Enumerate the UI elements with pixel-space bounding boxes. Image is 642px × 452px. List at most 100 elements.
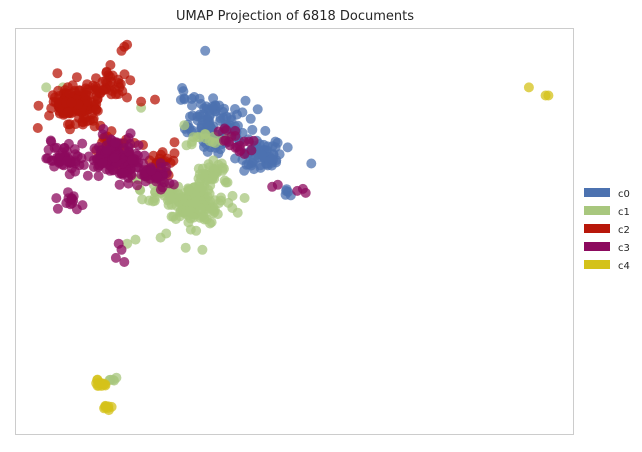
scatter-point-c2 bbox=[98, 84, 109, 95]
scatter-point-c3 bbox=[61, 156, 72, 166]
legend-item-c3: c3 bbox=[584, 242, 630, 254]
scatter-point-c3 bbox=[98, 124, 109, 134]
scatter-point-c0 bbox=[240, 95, 251, 106]
scatter-point-c3 bbox=[51, 142, 62, 153]
scatter-point-c0 bbox=[252, 104, 263, 115]
scatter-point-c3 bbox=[97, 158, 108, 169]
scatter-point-c2 bbox=[33, 100, 44, 111]
scatter-point-c1 bbox=[111, 372, 122, 383]
scatter-point-c1 bbox=[197, 244, 208, 255]
scatter-point-c2 bbox=[113, 74, 123, 85]
scatter-point-c2 bbox=[105, 60, 116, 70]
scatter-point-c4 bbox=[523, 82, 534, 93]
legend-item-c0: c0 bbox=[584, 188, 630, 200]
scatter-point-c1 bbox=[190, 197, 201, 208]
scatter-point-c3 bbox=[43, 144, 54, 155]
legend-swatch-c3 bbox=[584, 242, 610, 251]
points-layer bbox=[32, 39, 554, 416]
scatter-point-c0 bbox=[270, 136, 281, 147]
chart-title: UMAP Projection of 6818 Documents bbox=[176, 9, 414, 24]
scatter-point-c0 bbox=[245, 113, 256, 124]
scatter-point-c1 bbox=[216, 192, 226, 203]
legend-swatch-c0 bbox=[584, 188, 610, 197]
scatter-point-c1 bbox=[166, 211, 177, 222]
scatter-point-c1 bbox=[207, 137, 218, 147]
scatter-point-c2 bbox=[122, 92, 132, 103]
scatter-point-c3 bbox=[133, 140, 144, 151]
scatter-point-c1 bbox=[199, 212, 210, 223]
legend-label-c1: c1 bbox=[618, 207, 630, 218]
legend-label-c3: c3 bbox=[618, 243, 630, 254]
scatter-point-c2 bbox=[168, 155, 179, 166]
scatter-point-c3 bbox=[155, 184, 166, 195]
series-c3 bbox=[41, 123, 311, 267]
scatter-point-c4 bbox=[543, 90, 554, 101]
scatter-point-c3 bbox=[272, 179, 283, 190]
scatter-point-c3 bbox=[125, 139, 136, 149]
scatter-point-c3 bbox=[108, 165, 118, 176]
scatter-point-c0 bbox=[282, 142, 293, 153]
scatter-point-c2 bbox=[125, 75, 136, 86]
scatter-point-c0 bbox=[178, 86, 189, 97]
scatter-point-c0 bbox=[185, 111, 195, 122]
legend-swatch-c2 bbox=[584, 224, 610, 233]
scatter-point-c0 bbox=[268, 149, 279, 160]
scatter-point-c3 bbox=[51, 193, 62, 204]
scatter-point-c3 bbox=[132, 180, 143, 191]
scatter-point-c1 bbox=[181, 140, 192, 151]
scatter-point-c1 bbox=[149, 195, 160, 206]
scatter-point-c2 bbox=[62, 107, 73, 118]
scatter-point-c3 bbox=[54, 150, 65, 161]
legend-label-c2: c2 bbox=[618, 225, 630, 236]
scatter-point-c2 bbox=[91, 104, 102, 115]
scatter-point-c3 bbox=[156, 162, 167, 173]
scatter-point-c3 bbox=[52, 203, 63, 214]
scatter-point-c0 bbox=[189, 92, 200, 102]
legend-swatch-c1 bbox=[584, 206, 610, 215]
scatter-point-c2 bbox=[122, 39, 133, 50]
scatter-point-c0 bbox=[239, 165, 250, 176]
scatter-point-c2 bbox=[91, 73, 101, 84]
scatter-point-c2 bbox=[136, 96, 147, 107]
scatter-point-c3 bbox=[116, 244, 127, 255]
scatter-point-c1 bbox=[232, 207, 243, 218]
scatter-point-c2 bbox=[66, 97, 77, 108]
scatter-point-c3 bbox=[123, 178, 134, 189]
scatter-point-c2 bbox=[169, 137, 180, 148]
scatter-point-c1 bbox=[194, 181, 205, 192]
scatter-point-c3 bbox=[239, 136, 250, 147]
legend-item-c2: c2 bbox=[584, 224, 630, 236]
scatter-point-c3 bbox=[235, 145, 246, 156]
legend-label-c4: c4 bbox=[618, 261, 630, 272]
scatter-point-c2 bbox=[71, 72, 82, 83]
scatter-point-c3 bbox=[168, 179, 179, 190]
scatter-point-c1 bbox=[137, 194, 148, 205]
scatter-point-c3 bbox=[88, 162, 99, 172]
scatter-point-c0 bbox=[204, 111, 215, 122]
scatter-point-c0 bbox=[256, 149, 267, 160]
scatter-point-c1 bbox=[41, 82, 52, 93]
scatter-point-c1 bbox=[199, 129, 210, 140]
scatter-point-c2 bbox=[53, 97, 64, 108]
scatter-point-c2 bbox=[110, 89, 121, 100]
scatter-point-c1 bbox=[183, 185, 194, 196]
scatter-point-c0 bbox=[260, 125, 271, 136]
scatter-point-c1 bbox=[204, 188, 215, 199]
scatter-point-c3 bbox=[138, 165, 149, 176]
scatter-point-c3 bbox=[93, 171, 104, 182]
scatter-point-c3 bbox=[248, 135, 259, 146]
scatter-point-c1 bbox=[174, 190, 185, 201]
scatter-point-c3 bbox=[230, 131, 241, 141]
scatter-point-c2 bbox=[91, 90, 102, 101]
scatter-point-c2 bbox=[89, 121, 100, 132]
scatter-point-c3 bbox=[114, 179, 125, 190]
scatter-point-c2 bbox=[67, 80, 78, 91]
scatter-point-c3 bbox=[77, 200, 88, 211]
scatter-point-c3 bbox=[89, 143, 100, 154]
scatter-point-c3 bbox=[119, 257, 130, 267]
scatter-point-c0 bbox=[281, 185, 292, 196]
scatter-point-c3 bbox=[126, 155, 137, 166]
scatter-point-c2 bbox=[169, 148, 180, 159]
scatter-point-c1 bbox=[222, 177, 233, 188]
